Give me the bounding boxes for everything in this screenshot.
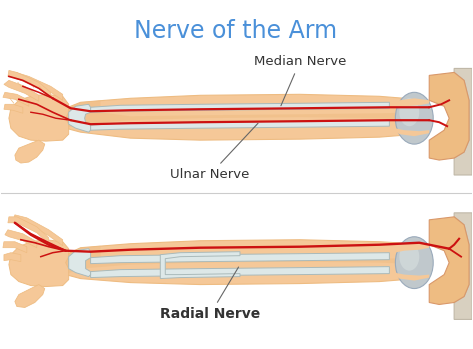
Polygon shape [69, 249, 91, 277]
Polygon shape [15, 140, 45, 163]
Polygon shape [61, 94, 429, 140]
Polygon shape [69, 104, 91, 132]
Polygon shape [15, 284, 45, 307]
Polygon shape [429, 72, 469, 160]
Polygon shape [4, 80, 39, 101]
Ellipse shape [399, 243, 419, 270]
Text: Radial Nerve: Radial Nerve [160, 267, 260, 321]
Polygon shape [15, 72, 63, 100]
Polygon shape [5, 230, 37, 248]
Polygon shape [91, 253, 389, 263]
Polygon shape [160, 252, 240, 279]
Polygon shape [3, 242, 27, 253]
Polygon shape [429, 217, 469, 304]
Polygon shape [8, 70, 51, 98]
Ellipse shape [395, 237, 433, 289]
Polygon shape [4, 104, 23, 113]
Polygon shape [13, 215, 63, 246]
Polygon shape [3, 92, 29, 106]
Polygon shape [394, 128, 429, 136]
Polygon shape [91, 267, 389, 277]
Polygon shape [61, 246, 429, 275]
Polygon shape [91, 120, 389, 130]
Ellipse shape [395, 92, 433, 144]
Text: Ulnar Nerve: Ulnar Nerve [170, 123, 258, 181]
Polygon shape [454, 213, 472, 319]
Polygon shape [9, 94, 69, 141]
Polygon shape [4, 253, 21, 262]
Polygon shape [454, 68, 472, 175]
Polygon shape [61, 100, 429, 128]
Polygon shape [394, 273, 429, 281]
Polygon shape [91, 102, 389, 112]
Polygon shape [394, 98, 429, 108]
Ellipse shape [399, 98, 419, 126]
Text: Nerve of the Arm: Nerve of the Arm [134, 18, 338, 43]
Polygon shape [9, 240, 69, 287]
Polygon shape [61, 240, 429, 284]
Polygon shape [8, 217, 49, 244]
Text: Median Nerve: Median Nerve [254, 55, 346, 106]
Polygon shape [394, 243, 429, 253]
